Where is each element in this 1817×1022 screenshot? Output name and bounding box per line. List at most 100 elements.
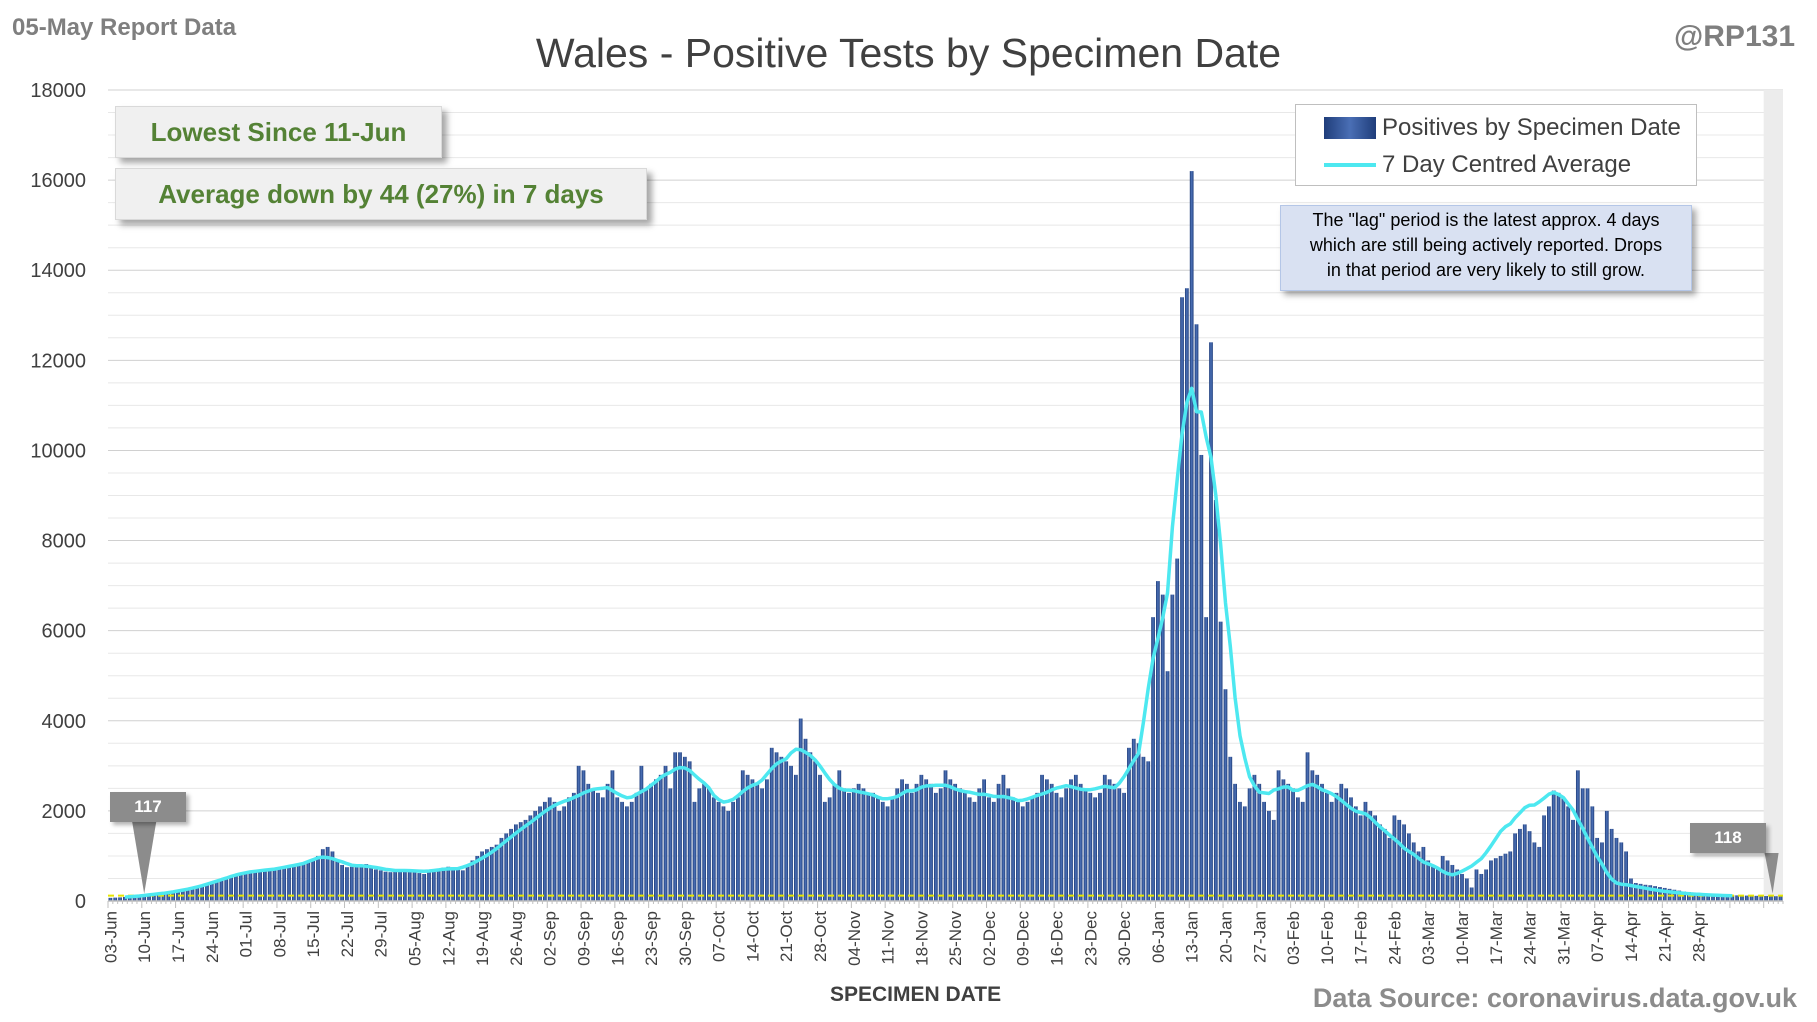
bar [1267,810,1271,901]
y-tick-label: 14000 [30,260,86,282]
bar [1648,885,1653,901]
data-source: Data Source: coronavirus.data.gov.uk [1312,983,1797,1013]
bar [1542,815,1546,901]
x-tick-label: 09-Sep [574,911,593,966]
x-tick-label: 28-Apr [1690,911,1709,962]
bar [692,801,697,901]
x-tick-label: 16-Sep [608,911,627,966]
average-line-series [124,386,1733,899]
bar [1127,747,1131,901]
bar [755,783,760,901]
bar [1286,783,1291,901]
bar [774,752,779,901]
bar [1460,873,1464,901]
bar [393,871,398,901]
bar [1310,770,1315,901]
bar [1600,842,1604,901]
bar [750,779,755,901]
x-tick-label: 28-Oct [811,911,830,962]
bar [1146,761,1151,901]
bar [851,788,856,901]
bar [663,765,668,901]
bar [1382,828,1387,901]
bar [200,886,205,901]
bar [634,792,639,901]
bar [1730,895,1735,901]
bar [1590,806,1595,901]
bar [716,801,721,901]
bar [1522,824,1527,901]
bar [924,779,929,901]
lag-note-line-2: which are still being actively reported.… [1309,235,1663,255]
bar [938,788,943,901]
bar [943,770,948,901]
bar [552,801,557,901]
last-flag-pointer [1764,853,1779,894]
bar [137,896,142,901]
bar [1759,895,1764,901]
bar [1141,756,1146,901]
x-tick-label: 16-Dec [1048,911,1067,966]
bar [1363,801,1368,901]
bar [1527,831,1532,901]
y-tick-label: 18000 [30,80,86,102]
bar [1629,878,1633,901]
bar [972,801,977,901]
bar [1136,743,1141,901]
bar [571,792,576,901]
bar [1088,792,1093,901]
bar [340,864,344,901]
bar [480,851,484,901]
average-change-text: Average down by 44 (27%) in 7 days [158,178,604,209]
bar [1556,792,1561,901]
bar [1672,889,1677,901]
bar [301,864,306,901]
bar [1078,783,1083,901]
bar [1701,893,1706,901]
bar [1291,788,1295,901]
bar [740,770,745,901]
average-line [124,386,1733,899]
bar [1295,797,1300,901]
bar [1479,873,1484,901]
bar [914,783,919,901]
y-tick-label: 10000 [30,440,86,462]
bar [1493,858,1498,901]
last-value-flag: 118 [1690,823,1766,853]
bar [538,806,542,901]
bar [1025,801,1030,901]
bar [1595,837,1600,901]
bar [1049,783,1054,901]
bar [1030,797,1035,901]
bar [1349,797,1353,901]
bar [127,896,132,901]
x-tick-label: 14-Apr [1622,911,1641,962]
bar [1175,558,1180,901]
bar [847,792,851,901]
bar [306,862,311,901]
x-tick-label: 17-Jun [169,911,188,963]
bar [431,869,436,901]
x-tick-label: 31-Mar [1554,911,1573,965]
lag-note-line-1: The "lag" period is the latest approx. 4… [1312,210,1660,230]
bar [113,897,118,901]
bar [1503,853,1508,901]
chart-title: Wales - Positive Tests by Specimen Date [535,30,1282,76]
bar [769,747,774,901]
bar [460,870,465,901]
bar [364,864,369,901]
bar [615,797,620,901]
bar [586,783,591,901]
legend-bars-label: Positives by Specimen Date [1382,114,1681,141]
bar [620,801,624,901]
bar [238,873,243,901]
bar [1532,842,1537,901]
bar [1213,500,1218,901]
x-tick-label: 10-Mar [1453,911,1472,965]
x-tick-label: 26-Aug [507,911,526,966]
y-tick-label: 0 [75,891,86,913]
bar [287,866,291,901]
bar [1706,893,1711,901]
bar [1189,171,1194,902]
x-tick-label: 15-Jul [304,911,323,957]
